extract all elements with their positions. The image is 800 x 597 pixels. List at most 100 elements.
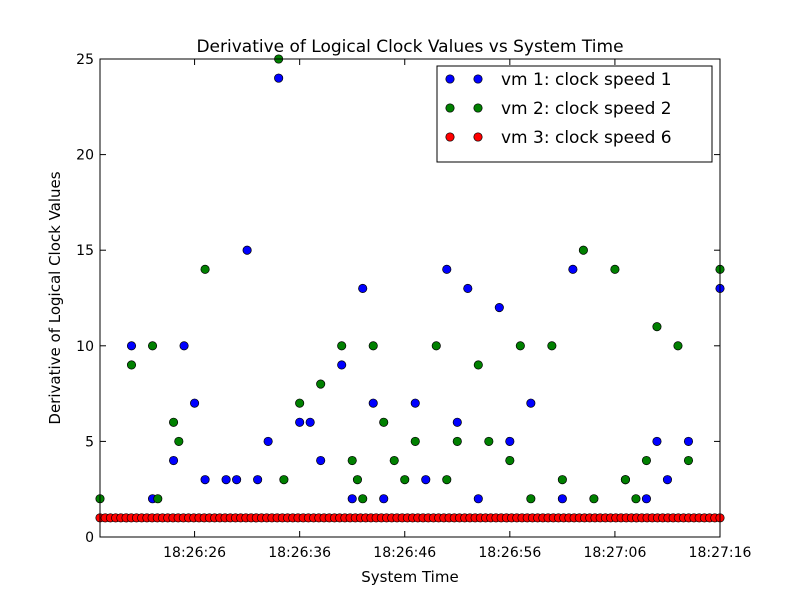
data-point [337,360,347,370]
data-point [126,360,137,370]
data-point [683,436,694,446]
data-point [421,475,431,485]
data-point [295,417,305,427]
data-point [358,494,368,504]
x-axis-label: System Time [361,568,458,586]
x-tick-label: 18:27:06 [583,545,646,561]
data-point [221,475,231,485]
legend-item: vm 2: clock speed 2 [445,99,672,119]
series-1 [126,73,725,504]
x-tick-label: 18:26:46 [373,545,436,561]
data-point [410,398,420,408]
y-tick-label: 20 [76,148,94,164]
legend-item: vm 1: clock speed 1 [445,70,672,90]
data-point [515,341,525,351]
data-point [200,475,210,485]
data-point [526,398,536,408]
y-tick-label: 15 [76,243,94,259]
data-point [358,283,368,293]
data-point [557,475,567,485]
data-point [526,494,536,504]
data-point [568,264,578,274]
data-point [274,73,284,83]
x-tick-label: 18:27:16 [689,545,752,561]
data-point [631,494,641,504]
data-points [95,54,725,523]
data-point [316,455,326,466]
plot-frame [99,58,721,538]
data-point [473,494,483,504]
data-point [174,436,184,446]
data-point [368,398,378,408]
legend: vm 1: clock speed 1 vm 2: clock speed 2 vm… [436,65,713,163]
data-point [279,475,289,485]
data-point [589,494,599,504]
legend-label: vm 2: clock speed 2 [501,99,672,119]
data-point [641,494,651,504]
legend-item: vm 3: clock speed 6 [445,128,672,148]
data-point [337,341,347,351]
legend-marker [445,74,455,84]
data-point [452,417,462,427]
data-point [368,341,378,351]
data-point [431,341,441,351]
legend-label: vm 1: clock speed 1 [501,70,672,90]
x-tick-label: 18:26:26 [163,545,226,561]
data-point [683,455,694,466]
data-point [505,436,515,446]
legend-label: vm 3: clock speed 6 [501,128,672,148]
data-point [652,436,662,446]
data-point [400,475,410,485]
data-point [673,341,683,351]
data-point [169,455,179,466]
data-point [232,475,242,485]
data-point [347,455,357,466]
data-point [494,303,504,313]
data-point [352,475,363,485]
legend-marker [473,74,483,84]
data-point [147,341,158,351]
data-point [389,455,399,466]
data-point [641,455,651,466]
data-point [620,475,630,485]
data-point [179,341,189,351]
data-point [484,436,494,446]
data-point [610,264,620,274]
y-tick-label: 10 [76,339,94,355]
data-point [505,455,515,466]
y-axis-label: Derivative of Logical Clock Values [46,171,64,424]
data-point [316,379,326,389]
data-point [347,494,357,504]
data-point [379,417,389,427]
data-point [442,475,452,485]
data-point [295,398,305,408]
legend-marker [473,103,483,113]
chart-title: Derivative of Logical Clock Values vs Sy… [196,37,623,57]
legend-marker [445,132,455,142]
data-point [452,436,462,446]
data-point [253,475,263,485]
series-3 [95,513,725,523]
data-point [410,436,420,446]
data-point [153,494,163,504]
series-2 [95,54,725,504]
legend-box [436,65,713,163]
y-tick-label: 0 [85,530,94,546]
data-point [578,245,588,255]
data-point [190,398,200,408]
x-tick-label: 18:26:36 [268,545,331,561]
data-point [652,322,662,332]
y-tick-label: 5 [85,434,94,450]
data-point [126,341,137,351]
legend-marker [445,103,455,113]
data-point [169,417,179,427]
data-point [263,436,273,446]
y-tick-label: 25 [76,52,94,68]
data-point [473,360,483,370]
data-point [200,264,210,274]
data-point [305,417,315,427]
data-point [242,245,252,255]
data-point [547,341,557,351]
data-point [442,264,452,274]
